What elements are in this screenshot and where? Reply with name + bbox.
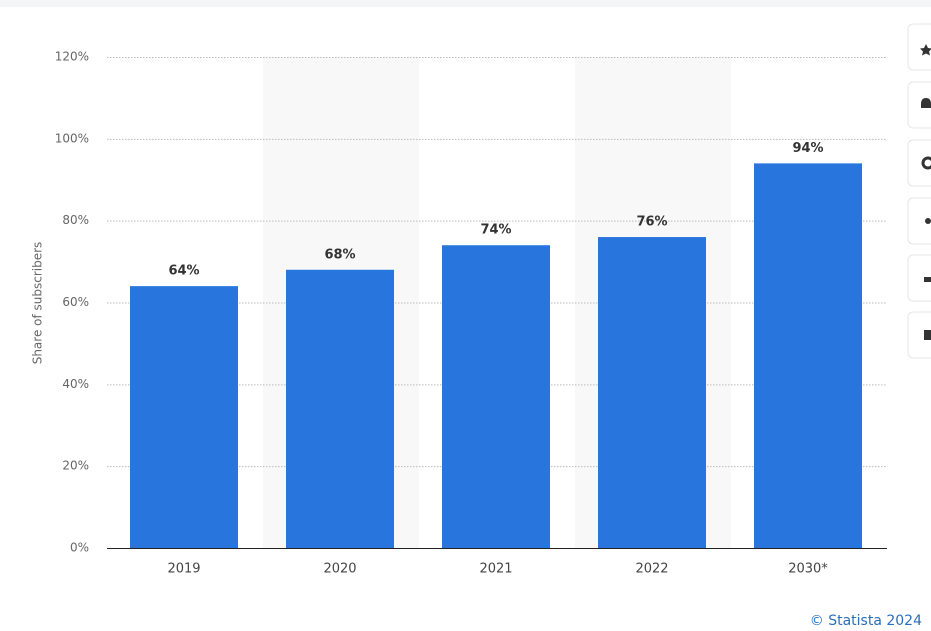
value-label: 94% (792, 141, 823, 156)
bar (442, 245, 550, 548)
value-label: 64% (168, 264, 199, 279)
x-tick-label: 2021 (479, 562, 512, 577)
cite-button[interactable] (907, 254, 931, 302)
side-toolbar (907, 23, 931, 359)
y-tick-label: 40% (62, 377, 89, 391)
bars (130, 163, 862, 549)
x-tick-label: 2030* (788, 562, 828, 577)
top-border (0, 0, 931, 7)
x-tick-label: 2022 (635, 562, 668, 577)
gear-icon (921, 156, 931, 170)
bell-icon (921, 98, 931, 108)
credit[interactable]: © Statista 2024 (810, 613, 922, 629)
x-tick-label: 2019 (167, 562, 200, 577)
bar (130, 286, 238, 548)
y-tick-label: 80% (62, 213, 89, 227)
alert-button[interactable] (907, 81, 931, 129)
bar (598, 237, 706, 549)
settings-button[interactable] (907, 139, 931, 187)
bar (754, 163, 862, 548)
favorite-button[interactable] (907, 23, 931, 71)
print-button[interactable] (907, 311, 931, 359)
y-tick-label: 60% (62, 295, 89, 309)
star-icon (920, 44, 931, 56)
value-label: 68% (324, 247, 355, 262)
x-tick-label: 2020 (323, 562, 356, 577)
cite-icon (924, 277, 931, 282)
y-tick-label: 0% (70, 541, 89, 555)
y-tick-label: 100% (55, 131, 89, 145)
y-axis-label: Share of subscribers (31, 242, 45, 365)
print-icon (924, 330, 931, 340)
value-label: 74% (480, 223, 511, 238)
y-tick-label: 120% (55, 50, 89, 64)
share-button[interactable] (907, 197, 931, 245)
bar (286, 269, 394, 548)
value-label: 76% (636, 215, 667, 230)
share-icon (925, 218, 931, 224)
y-tick-label: 20% (62, 459, 89, 473)
